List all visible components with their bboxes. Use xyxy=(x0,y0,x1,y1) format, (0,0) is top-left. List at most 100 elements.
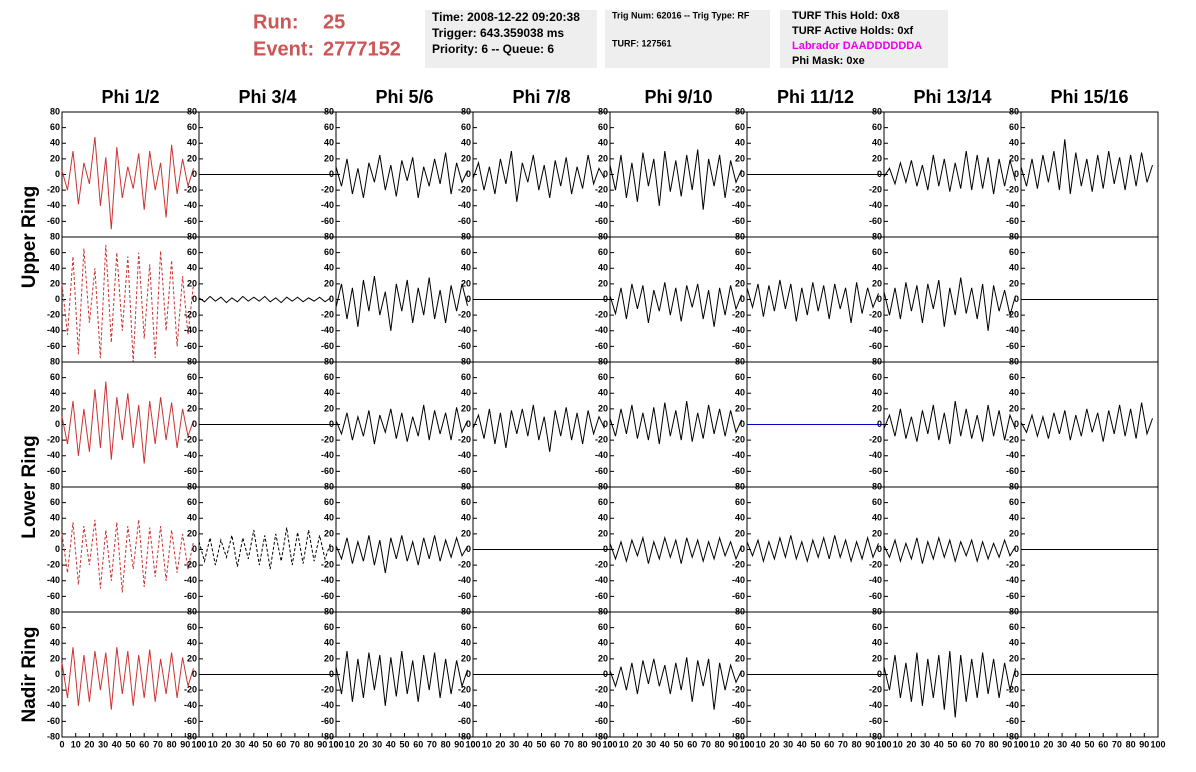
y-tick-label: 0 xyxy=(740,169,745,179)
x-tick-label: 50 xyxy=(125,739,135,749)
y-tick-label: 20 xyxy=(872,653,882,663)
waveform xyxy=(61,136,194,230)
y-tick-label: 0 xyxy=(192,169,197,179)
y-tick-label: 0 xyxy=(603,544,608,554)
y-tick-label: 20 xyxy=(324,403,334,413)
run-value: 25 xyxy=(323,11,345,33)
x-tick-label: 60 xyxy=(413,739,423,749)
y-tick-label: 40 xyxy=(1009,638,1019,648)
x-tick-label: 70 xyxy=(153,739,163,749)
y-tick-label: 0 xyxy=(55,669,60,679)
x-tick-label: 70 xyxy=(1112,739,1122,749)
y-tick-label: 40 xyxy=(735,638,745,648)
y-tick-label: -60 xyxy=(47,341,60,351)
y-tick-label: 40 xyxy=(324,638,334,648)
y-tick-label: -40 xyxy=(595,325,608,335)
y-tick-label: 20 xyxy=(598,528,608,538)
x-tick-label: 90 xyxy=(180,739,190,749)
x-tick-label: 70 xyxy=(564,739,574,749)
x-tick-label: 100 xyxy=(191,739,206,749)
y-tick-label: 0 xyxy=(329,669,334,679)
y-tick-label: 60 xyxy=(50,247,60,257)
x-tick-label: 60 xyxy=(276,739,286,749)
y-tick-label: -20 xyxy=(1006,560,1019,570)
y-tick-label: -60 xyxy=(869,216,882,226)
waveform xyxy=(335,152,468,198)
waveform xyxy=(609,535,742,564)
y-tick-label: -60 xyxy=(458,216,471,226)
column-title: Phi 5/6 xyxy=(375,87,433,107)
y-tick-label: 80 xyxy=(872,231,882,241)
x-tick-label: 10 xyxy=(482,739,492,749)
y-tick-label: 80 xyxy=(872,606,882,616)
y-tick-label: -40 xyxy=(184,575,197,585)
y-tick-label: -20 xyxy=(595,685,608,695)
y-tick-label: 20 xyxy=(461,403,471,413)
x-tick-label: 0 xyxy=(1018,739,1023,749)
x-tick-label: 40 xyxy=(249,739,259,749)
y-tick-label: 20 xyxy=(598,153,608,163)
y-tick-label: 20 xyxy=(735,653,745,663)
x-tick-label: 80 xyxy=(304,739,314,749)
y-tick-label: 40 xyxy=(872,638,882,648)
x-tick-label: 20 xyxy=(495,739,505,749)
panel-frame xyxy=(609,486,748,613)
info-box xyxy=(605,10,770,68)
y-tick-label: -20 xyxy=(458,185,471,195)
y-tick-label: 60 xyxy=(461,122,471,132)
x-tick-label: 30 xyxy=(783,739,793,749)
y-tick-label: 80 xyxy=(1009,106,1019,116)
y-tick-label: 80 xyxy=(598,356,608,366)
y-tick-label: 20 xyxy=(598,653,608,663)
y-tick-label: 40 xyxy=(461,638,471,648)
waveform xyxy=(1020,139,1153,195)
y-tick-label: 20 xyxy=(1009,403,1019,413)
y-tick-label: -60 xyxy=(321,466,334,476)
y-tick-label: -60 xyxy=(458,591,471,601)
y-tick-label: 80 xyxy=(187,606,197,616)
column-title: Phi 3/4 xyxy=(238,87,296,107)
y-tick-label: 40 xyxy=(324,263,334,273)
waveform xyxy=(335,404,468,445)
info-line: TURF This Hold: 0x8 xyxy=(792,10,900,22)
x-tick-label: 0 xyxy=(470,739,475,749)
y-tick-label: 40 xyxy=(735,263,745,273)
y-tick-label: -60 xyxy=(869,591,882,601)
y-tick-label: -60 xyxy=(732,341,745,351)
x-tick-label: 10 xyxy=(1030,739,1040,749)
y-tick-label: 20 xyxy=(872,528,882,538)
y-tick-label: -40 xyxy=(184,450,197,460)
panel-frame xyxy=(472,111,611,238)
y-tick-label: 80 xyxy=(324,231,334,241)
y-tick-label: 40 xyxy=(735,513,745,523)
x-tick-label: 90 xyxy=(317,739,327,749)
column-title: Phi 7/8 xyxy=(512,87,570,107)
x-tick-label: 70 xyxy=(290,739,300,749)
y-tick-label: -60 xyxy=(732,216,745,226)
y-tick-label: 40 xyxy=(872,388,882,398)
y-tick-label: 60 xyxy=(735,122,745,132)
y-tick-label: -80 xyxy=(321,731,334,741)
y-tick-label: 40 xyxy=(461,263,471,273)
x-tick-label: 20 xyxy=(632,739,642,749)
y-tick-label: -80 xyxy=(47,731,60,741)
y-tick-label: -60 xyxy=(321,716,334,726)
y-tick-label: -40 xyxy=(47,575,60,585)
y-tick-label: 0 xyxy=(1014,669,1019,679)
y-tick-label: 0 xyxy=(740,294,745,304)
y-tick-label: 80 xyxy=(735,606,745,616)
y-tick-label: 20 xyxy=(324,153,334,163)
y-tick-label: 0 xyxy=(1014,419,1019,429)
y-tick-label: -20 xyxy=(732,435,745,445)
y-tick-label: 0 xyxy=(603,419,608,429)
y-tick-label: -60 xyxy=(458,466,471,476)
y-tick-label: -80 xyxy=(1006,731,1019,741)
y-tick-label: 80 xyxy=(50,481,60,491)
y-tick-label: -80 xyxy=(869,731,882,741)
y-tick-label: 60 xyxy=(187,372,197,382)
column-title: Phi 15/16 xyxy=(1050,87,1128,107)
y-tick-label: 20 xyxy=(461,528,471,538)
y-tick-label: 0 xyxy=(329,294,334,304)
y-tick-label: 20 xyxy=(187,653,197,663)
x-tick-label: 80 xyxy=(852,739,862,749)
